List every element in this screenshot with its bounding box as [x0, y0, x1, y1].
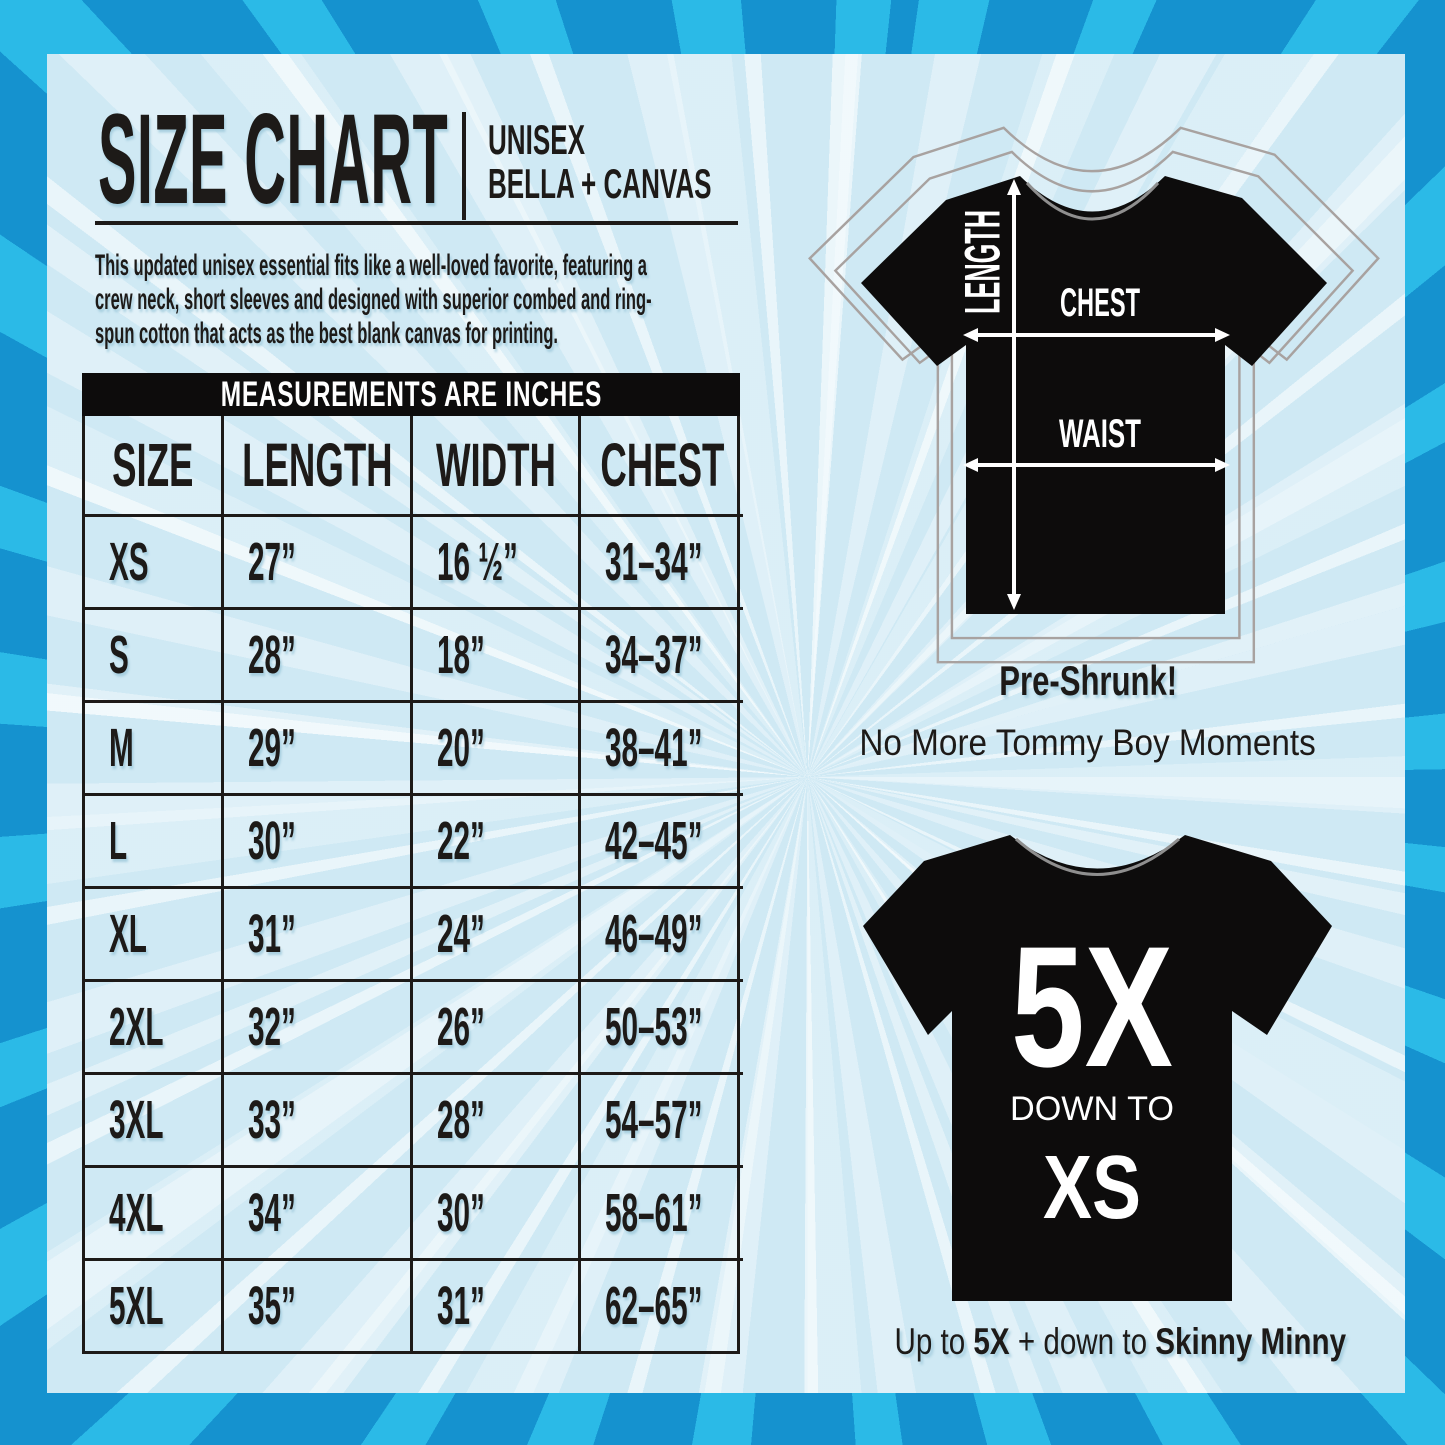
caption-min-size: Skinny Minny	[1155, 1321, 1347, 1362]
caption-prefix: Up to	[894, 1321, 974, 1362]
range-min-label: XS	[1043, 1138, 1141, 1238]
waist-arrowhead-right	[1215, 458, 1230, 472]
length-cell: 35”	[221, 1258, 410, 1351]
chest-cell: 38–41”	[578, 700, 743, 793]
size-cell: 2XL	[85, 979, 221, 1072]
size-cell: S	[85, 607, 221, 700]
waist-arrowhead-left	[963, 458, 978, 472]
black-tshirt	[861, 176, 1327, 614]
product-description: This updated unisex essential fits like …	[95, 249, 1107, 351]
width-cell: 18”	[410, 607, 578, 700]
width-cell: 31”	[410, 1258, 578, 1351]
product-subtitle: UNISEX BELLA + CANVAS	[488, 118, 849, 206]
length-cell: 30”	[221, 793, 410, 886]
length-cell: 33”	[221, 1072, 410, 1165]
description-line: crew neck, short sleeves and designed wi…	[95, 283, 652, 316]
size-cell: M	[85, 700, 221, 793]
range-middle-label: DOWN TO	[1010, 1090, 1174, 1128]
length-cell: 34”	[221, 1165, 410, 1258]
size-cell: 3XL	[85, 1072, 221, 1165]
width-cell: 20”	[410, 700, 578, 793]
length-cell: 32”	[221, 979, 410, 1072]
width-cell: 22”	[410, 793, 578, 886]
length-cell: 28”	[221, 607, 410, 700]
range-max-label: 5X	[1011, 911, 1173, 1103]
chest-cell: 42–45”	[578, 793, 743, 886]
length-cell: 29”	[221, 700, 410, 793]
width-cell: 26”	[410, 979, 578, 1072]
size-grid: SIZE LENGTH WIDTH CHEST XS 27” 16 ½” 31–…	[82, 416, 743, 1354]
chest-arrowhead-right	[1215, 328, 1230, 342]
size-range-tshirt: 5X DOWN TO XS	[863, 835, 1332, 1301]
size-cell: 5XL	[85, 1258, 221, 1351]
column-header-chest: CHEST	[578, 416, 743, 514]
length-label: LENGTH	[955, 210, 1011, 314]
chest-cell: 62–65”	[578, 1258, 743, 1351]
chest-cell: 34–37”	[578, 607, 743, 700]
width-cell: 28”	[410, 1072, 578, 1165]
width-cell: 24”	[410, 886, 578, 979]
size-cell: 4XL	[85, 1165, 221, 1258]
chest-cell: 46–49”	[578, 886, 743, 979]
length-cell: 31”	[221, 886, 410, 979]
header-divider	[462, 112, 466, 220]
collar-line	[1025, 181, 1160, 221]
size-cell: XL	[85, 886, 221, 979]
size-cell: L	[85, 793, 221, 886]
width-cell: 16 ½”	[410, 514, 578, 607]
description-line: spun cotton that acts as the best blank …	[95, 317, 558, 350]
product-brand: BELLA + CANVAS	[488, 160, 712, 207]
chest-cell: 54–57”	[578, 1072, 743, 1165]
length-cell: 27”	[221, 514, 410, 607]
caption-middle: + down to	[1009, 1321, 1156, 1362]
description-line: This updated unisex essential fits like …	[95, 249, 647, 282]
preshrunk-title: Pre-Shrunk!	[999, 657, 1177, 704]
collar-line	[1015, 837, 1180, 876]
chest-cell: 31–34”	[578, 514, 743, 607]
size-cell: XS	[85, 514, 221, 607]
table-banner-label: MEASUREMENTS ARE INCHES	[220, 375, 602, 414]
tshirt-measurement-diagram: LENGTH CHEST WAIST	[808, 126, 1380, 664]
chest-arrowhead-left	[963, 328, 978, 342]
size-table: MEASUREMENTS ARE INCHES SIZE LENGTH WIDT…	[82, 373, 743, 1354]
waist-label: WAIST	[1059, 412, 1141, 456]
preshrunk-subtitle: No More Tommy Boy Moments	[859, 722, 1317, 763]
product-type: UNISEX	[488, 116, 585, 163]
size-range-caption: Up to 5X + down to Skinny Minny	[838, 1320, 1358, 1364]
table-banner: MEASUREMENTS ARE INCHES	[82, 373, 740, 416]
chest-cell: 50–53”	[578, 979, 743, 1072]
chest-label: CHEST	[1060, 281, 1140, 325]
page-title: SIZE CHART	[98, 88, 449, 231]
length-arrowhead-top	[1007, 179, 1021, 195]
column-header-length: LENGTH	[221, 416, 410, 514]
length-arrowhead-bottom	[1007, 594, 1021, 610]
column-header-size: SIZE	[112, 431, 194, 499]
caption-max-size: 5X	[973, 1321, 1010, 1362]
width-cell: 30”	[410, 1165, 578, 1258]
chest-cell: 58–61”	[578, 1165, 743, 1258]
header-rule	[95, 221, 738, 225]
black-tshirt	[863, 835, 1332, 1301]
column-header-width: WIDTH	[410, 416, 578, 514]
